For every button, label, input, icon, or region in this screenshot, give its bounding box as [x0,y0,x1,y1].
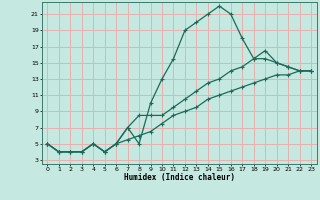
X-axis label: Humidex (Indice chaleur): Humidex (Indice chaleur) [124,173,235,182]
